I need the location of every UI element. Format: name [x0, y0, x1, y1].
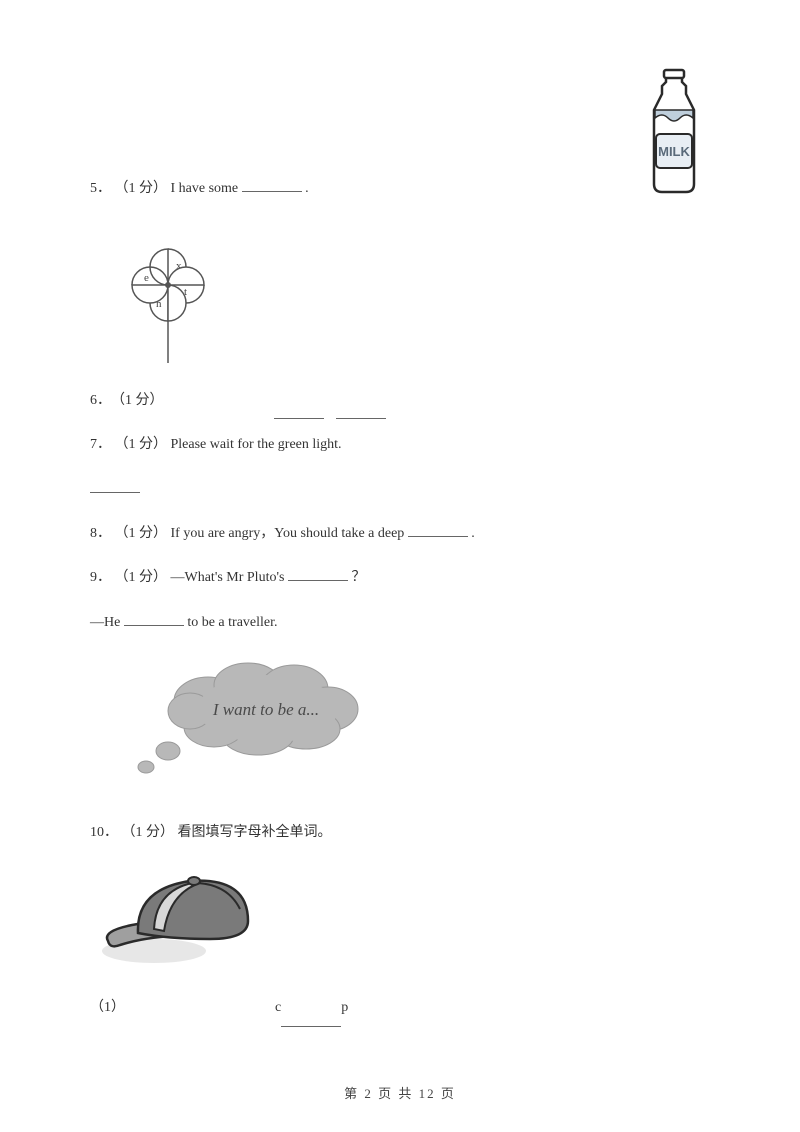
q8-text-b: . — [471, 526, 475, 541]
q9-blank-1[interactable] — [288, 567, 348, 581]
q6-points: （1 分） — [111, 383, 164, 419]
q5-text-b: . — [305, 181, 309, 196]
q10-letter-b: p — [341, 990, 348, 1026]
q9-line2-b: to be a traveller. — [187, 615, 277, 630]
q7-points: （1 分） — [115, 437, 168, 452]
q8-number: 8． — [90, 526, 111, 541]
q5-text-a: I have some — [171, 181, 242, 196]
q9-blank-2[interactable] — [124, 612, 184, 626]
q10-sub-num: （1） — [90, 990, 125, 1026]
q10-points: （1 分） — [122, 825, 175, 840]
cap-image — [98, 859, 710, 984]
milk-bottle-image: MILK — [638, 66, 710, 211]
q8-blank[interactable] — [408, 523, 468, 537]
question-5-row: 5． （1 分） I have some . MILK — [90, 60, 710, 207]
q10-text: 看图填写字母补全单词。 — [178, 825, 332, 840]
q10-blank[interactable] — [281, 1013, 341, 1027]
q9-points: （1 分） — [115, 570, 168, 585]
q7-number: 7． — [90, 437, 111, 452]
q7-blank[interactable] — [90, 479, 140, 493]
thought-text: I want to be a... — [212, 700, 319, 719]
q6-number: 6． — [90, 383, 111, 419]
pinwheel-left: e — [144, 272, 149, 284]
question-9-line2: —He to be a traveller. — [90, 605, 710, 641]
question-10-sub1: （1） c p — [90, 990, 710, 1026]
q5-points: （1 分） — [115, 181, 168, 196]
milk-label-text: MILK — [658, 144, 690, 159]
question-8: 8． （1 分） If you are angry，You should tak… — [90, 516, 710, 552]
q6-blank-1[interactable] — [274, 405, 324, 419]
q9-line2-a: —He — [90, 615, 124, 630]
q8-points: （1 分） — [115, 526, 168, 541]
q9-line1-b: ？ — [351, 570, 365, 585]
footer-text: 第 2 页 共 12 页 — [344, 1086, 456, 1101]
q10-number: 10． — [90, 825, 118, 840]
thought-cloud-image: I want to be a... — [98, 651, 710, 796]
question-7: 7． （1 分） Please wait for the green light… — [90, 427, 710, 463]
q5-number: 5． — [90, 181, 111, 196]
page-content: 5． （1 分） I have some . MILK x — [90, 60, 710, 1027]
q6-blank-2[interactable] — [336, 405, 386, 419]
q5-blank[interactable] — [242, 178, 302, 192]
pinwheel-image: x t n e — [98, 223, 710, 378]
question-6-row: 6． （1 分） — [90, 383, 710, 419]
q9-number: 9． — [90, 570, 111, 585]
q9-line1-a: —What's Mr Pluto's — [171, 570, 288, 585]
question-10: 10． （1 分） 看图填写字母补全单词。 — [90, 815, 710, 851]
q7-text: Please wait for the green light. — [171, 437, 342, 452]
question-9-line1: 9． （1 分） —What's Mr Pluto's ？ — [90, 560, 710, 596]
q8-text-a: If you are angry，You should take a deep — [171, 526, 405, 541]
page-footer: 第 2 页 共 12 页 — [0, 1083, 800, 1102]
q7-blank-line — [90, 472, 710, 508]
